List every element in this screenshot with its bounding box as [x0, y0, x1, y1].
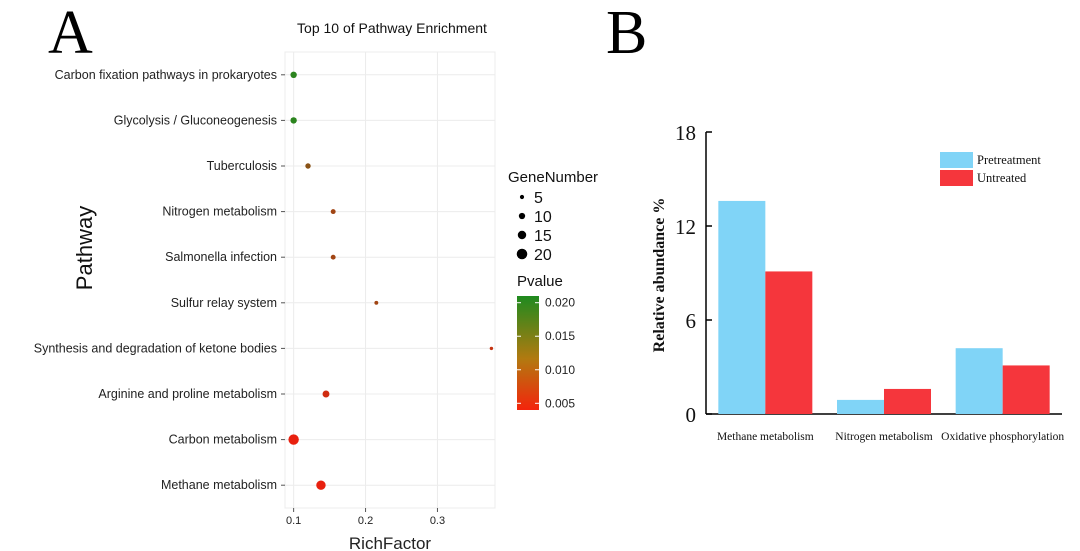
bar-y-tick-label: 0	[686, 403, 697, 427]
scatter-y-tick-label: Nitrogen metabolism	[162, 205, 277, 219]
bar-untreated	[765, 271, 813, 414]
scatter-y-tick-label: Methane metabolism	[161, 478, 277, 492]
bar-x-tick-label: Nitrogen metabolism	[835, 431, 932, 443]
scatter-y-tick-label: Salmonella infection	[165, 250, 277, 264]
bar-legend-swatch	[940, 170, 973, 186]
scatter-grid	[285, 52, 495, 508]
scatter-y-tick-label: Synthesis and degradation of ketone bodi…	[34, 341, 277, 355]
scatter-points	[288, 71, 494, 490]
scatter-point	[489, 346, 494, 351]
abundance-bar-chart: 0 6 12 18 Methane metabolism Nitrogen metabo…	[651, 121, 1064, 443]
bar-legend-swatch	[940, 152, 973, 168]
scatter-x-tick-label: 0.1	[286, 515, 301, 527]
scatter-title: Top 10 of Pathway Enrichment	[297, 20, 487, 36]
bar-x-tick-label: Methane metabolism	[717, 431, 814, 443]
gene-number-legend-dot	[519, 194, 525, 200]
pvalue-colorbar	[517, 296, 539, 410]
gene-number-legend-title: GeneNumber	[508, 169, 598, 186]
bar-legend-label: Untreated	[977, 171, 1027, 185]
bar-x-tick-label: Oxidative phosphorylation	[941, 431, 1064, 443]
bar-marks	[718, 200, 1050, 414]
scatter-point	[374, 300, 379, 305]
gene-number-legend-dot	[516, 248, 528, 260]
scatter-y-tick-labels: Carbon fixation pathways in prokaryotes G…	[34, 68, 285, 492]
scatter-point	[305, 163, 311, 169]
scatter-x-tick-labels: 0.1 0.2 0.3	[286, 508, 445, 527]
bar-y-tick-labels: 0 6 12 18	[675, 121, 712, 427]
gene-number-legend-label: 20	[534, 247, 552, 264]
enrichment-scatter-chart: Carbon fixation pathways in prokaryotes G…	[34, 20, 598, 551]
scatter-point	[316, 480, 326, 490]
scatter-y-tick-label: Sulfur relay system	[171, 296, 277, 310]
gene-number-legend-label: 10	[534, 209, 552, 226]
gene-number-legend: GeneNumber 5 10 15 20	[508, 169, 598, 264]
scatter-x-tick-label: 0.2	[358, 515, 373, 527]
scatter-point	[322, 390, 330, 398]
scatter-y-tick-label: Carbon metabolism	[169, 433, 277, 447]
scatter-y-tick-label: Glycolysis / Gluconeogenesis	[114, 113, 277, 127]
panel-b-letter: B	[606, 0, 648, 67]
pvalue-colorbar-label: 0.015	[545, 329, 575, 343]
scatter-plot-area	[284, 51, 496, 509]
scatter-y-axis-label: Pathway	[72, 206, 97, 290]
scatter-point	[290, 71, 297, 79]
bar-pretreatment	[955, 348, 1003, 414]
bar-y-tick-label: 6	[686, 309, 697, 333]
bar-pretreatment	[837, 399, 884, 414]
gene-number-legend-dot	[517, 230, 527, 240]
pvalue-colorbar-label: 0.005	[545, 396, 575, 410]
bar-y-tick-label: 18	[675, 121, 696, 145]
bar-pretreatment	[718, 200, 766, 414]
pvalue-legend: Pvalue 0.020 0.015 0.010 0.005	[517, 273, 575, 410]
scatter-point	[288, 434, 299, 445]
scatter-point	[330, 254, 336, 260]
scatter-y-tick-label: Tuberculosis	[207, 159, 277, 173]
bar-untreated	[1002, 365, 1050, 414]
pvalue-legend-title: Pvalue	[517, 273, 563, 290]
bar-untreated	[884, 388, 931, 414]
scatter-x-tick-label: 0.3	[430, 515, 445, 527]
gene-number-legend-label: 5	[534, 190, 543, 207]
bar-y-axis-label: Relative abundance %	[651, 198, 668, 353]
pvalue-colorbar-label: 0.010	[545, 363, 575, 377]
panel-a-letter: A	[48, 0, 93, 67]
bar-x-tick-labels: Methane metabolism Nitrogen metabolism Oxi…	[717, 431, 1064, 443]
scatter-x-axis-label: RichFactor	[349, 534, 432, 551]
pvalue-colorbar-label: 0.020	[545, 296, 575, 310]
scatter-point	[290, 117, 297, 124]
scatter-y-tick-label: Arginine and proline metabolism	[98, 387, 277, 401]
bar-legend: Pretreatment Untreated	[940, 152, 1041, 186]
gene-number-legend-dot	[518, 212, 526, 220]
scatter-point	[330, 209, 336, 215]
scatter-y-tick-label: Carbon fixation pathways in prokaryotes	[55, 68, 277, 82]
bar-y-tick-label: 12	[675, 215, 696, 239]
gene-number-legend-label: 15	[534, 228, 552, 245]
bar-legend-label: Pretreatment	[977, 153, 1041, 167]
